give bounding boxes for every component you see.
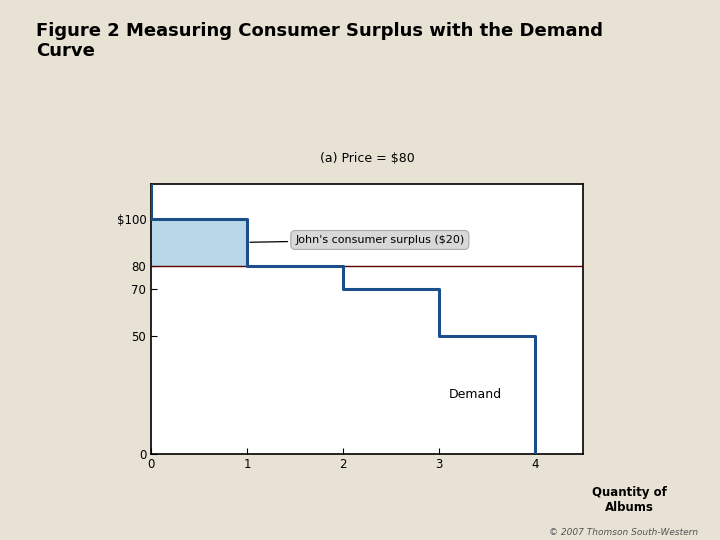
Text: Demand: Demand xyxy=(449,388,502,401)
Bar xyxy=(151,219,247,266)
Text: Quantity of
Albums: Quantity of Albums xyxy=(592,486,667,514)
Text: © 2007 Thomson South-Western: © 2007 Thomson South-Western xyxy=(549,528,698,537)
Text: Figure 2 Measuring Consumer Surplus with the Demand
Curve: Figure 2 Measuring Consumer Surplus with… xyxy=(36,22,603,60)
Text: (a) Price = $80: (a) Price = $80 xyxy=(320,152,415,165)
Text: John's consumer surplus ($20): John's consumer surplus ($20) xyxy=(250,235,464,245)
